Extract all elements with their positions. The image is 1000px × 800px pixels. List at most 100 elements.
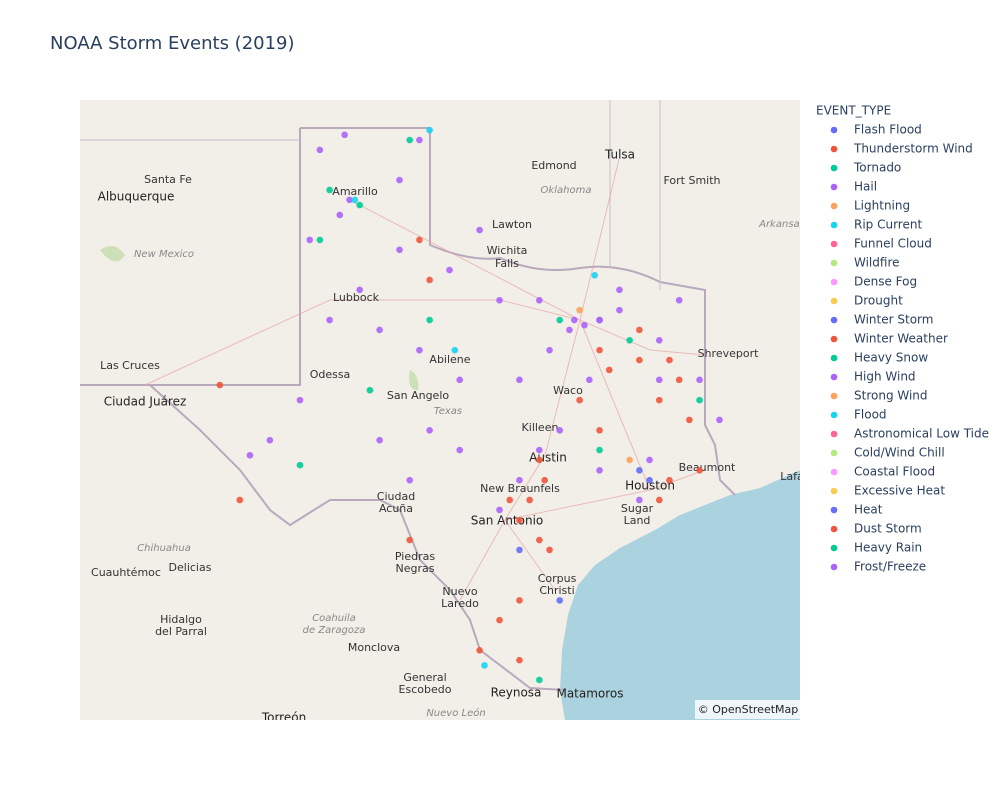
legend-label[interactable]: Tornado: [853, 161, 901, 175]
legend-symbol[interactable]: [830, 259, 838, 267]
place-label: Negras: [396, 562, 435, 575]
event-point: [516, 516, 523, 524]
legend-label[interactable]: Frost/Freeze: [854, 560, 926, 574]
legend-symbol[interactable]: [830, 449, 838, 457]
place-label: Killeen: [522, 421, 559, 434]
event-point: [356, 201, 363, 209]
legend-symbol[interactable]: [830, 354, 838, 362]
event-point: [366, 386, 374, 394]
legend-label[interactable]: Heavy Rain: [854, 541, 922, 555]
legend-symbol[interactable]: [830, 278, 838, 286]
event-point: [426, 316, 433, 324]
event-point: [596, 446, 603, 454]
legend-label[interactable]: Rip Current: [854, 218, 922, 232]
place-label: Lafa: [780, 470, 803, 483]
gulf: [560, 470, 800, 720]
legend-symbol[interactable]: [830, 183, 838, 191]
roads: [144, 154, 706, 601]
legend-symbol[interactable]: [830, 563, 838, 571]
place-label: San Angelo: [387, 389, 449, 402]
event-point: [416, 346, 423, 354]
legend-symbol[interactable]: [830, 221, 838, 229]
place-label: Falls: [495, 257, 519, 270]
legend-label[interactable]: High Wind: [854, 370, 916, 384]
event-point: [296, 396, 304, 404]
legend-symbol[interactable]: [830, 126, 838, 134]
place-label: Escobedo: [399, 683, 452, 696]
legend-label[interactable]: Funnel Cloud: [854, 237, 932, 251]
event-point: [406, 136, 413, 144]
event-point: [576, 396, 583, 404]
legend-label[interactable]: Drought: [854, 294, 903, 308]
legend-label[interactable]: Thunderstorm Wind: [853, 142, 973, 156]
event-point: [376, 326, 383, 334]
legend-label[interactable]: Wildfire: [854, 256, 900, 270]
legend-label[interactable]: Flood: [854, 408, 887, 422]
place-label: Abilene: [429, 353, 470, 366]
legend-label[interactable]: Hail: [854, 180, 877, 194]
legend-symbol[interactable]: [830, 544, 838, 552]
event-point: [316, 146, 324, 154]
legend-symbol[interactable]: [830, 145, 838, 153]
legend-symbol[interactable]: [830, 411, 838, 419]
legend-label[interactable]: Strong Wind: [854, 389, 928, 403]
legend-symbol[interactable]: [830, 392, 838, 400]
place-label: Fort Smith: [663, 174, 720, 187]
legend-label[interactable]: Excessive Heat: [854, 484, 945, 498]
legend-symbol[interactable]: [830, 297, 838, 305]
place-label: Corpus: [538, 572, 577, 585]
legend-symbol[interactable]: [830, 316, 838, 324]
legend-symbol[interactable]: [830, 468, 838, 476]
place-label: Odessa: [310, 368, 351, 381]
event-point: [341, 131, 348, 139]
event-point: [526, 496, 533, 504]
event-point: [496, 506, 503, 514]
legend-label[interactable]: Heat: [854, 503, 883, 517]
legend-symbol[interactable]: [830, 202, 838, 210]
legend-symbol[interactable]: [830, 335, 838, 343]
legend-label[interactable]: Dust Storm: [854, 522, 922, 536]
legend-label[interactable]: Dense Fog: [854, 275, 917, 289]
place-label: Reynosa: [491, 686, 542, 700]
legend-symbol[interactable]: [830, 373, 838, 381]
event-point: [546, 346, 553, 354]
place-label: Nuevo: [442, 585, 477, 598]
legend-label[interactable]: Winter Weather: [854, 332, 948, 346]
event-point: [336, 211, 344, 219]
place-label: Coahuila: [312, 613, 356, 624]
place-label: Cuauhtémoc: [91, 566, 161, 579]
event-point: [426, 276, 433, 284]
event-point: [675, 296, 683, 304]
legend-label[interactable]: Coastal Flood: [854, 465, 935, 479]
legend-symbol[interactable]: [830, 164, 838, 172]
legend-symbol[interactable]: [830, 430, 838, 438]
legend-symbol[interactable]: [830, 487, 838, 495]
event-point: [306, 236, 313, 244]
legend-label[interactable]: Winter Storm: [854, 313, 933, 327]
place-label: Delicias: [169, 561, 212, 574]
legend-label[interactable]: Astronomical Low Tide: [854, 427, 989, 441]
place-label: Torreón: [261, 711, 306, 725]
legend-label[interactable]: Heavy Snow: [854, 351, 928, 365]
event-point: [596, 316, 603, 324]
event-point: [541, 476, 548, 484]
event-point: [496, 296, 503, 304]
legend-label[interactable]: Lightning: [854, 199, 910, 213]
event-point: [396, 176, 403, 184]
legend-label[interactable]: Cold/Wind Chill: [854, 446, 945, 460]
legend-symbol[interactable]: [830, 506, 838, 514]
event-point: [351, 196, 359, 204]
event-point: [406, 536, 413, 544]
event-point: [451, 346, 459, 354]
place-label: San Antonio: [471, 514, 544, 528]
place-label: Land: [624, 514, 651, 527]
event-point: [605, 366, 613, 374]
place-label: New Mexico: [134, 249, 194, 260]
event-point: [655, 376, 663, 384]
legend-symbol[interactable]: [830, 240, 838, 248]
legend-symbol[interactable]: [830, 525, 838, 533]
place-label: Shreveport: [698, 347, 760, 360]
place-label: Santa Fe: [144, 173, 192, 186]
event-point: [216, 381, 224, 389]
legend-label[interactable]: Flash Flood: [854, 123, 922, 137]
